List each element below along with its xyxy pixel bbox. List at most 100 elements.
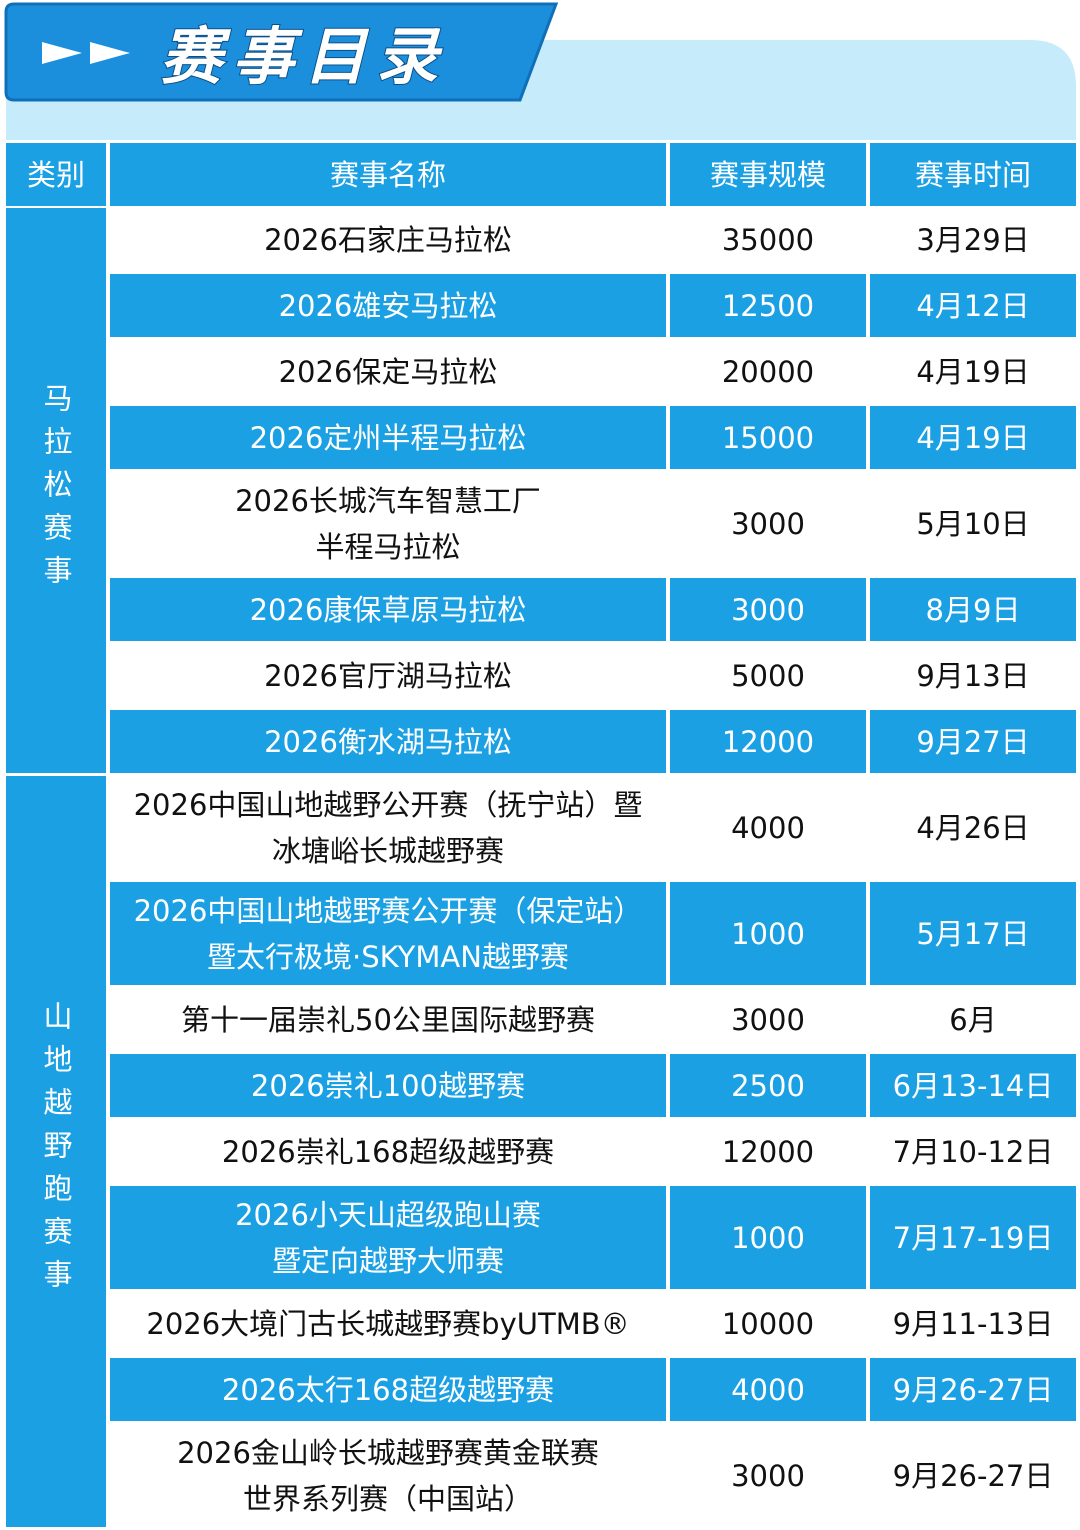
name-cell: 2026保定马拉松 (110, 340, 666, 403)
event-date: 5月10日 (916, 506, 1030, 541)
event-name: 2026大境门古长城越野赛byUTMB® (146, 1306, 630, 1341)
title: 赛事目录 (160, 20, 448, 93)
date-cell: 4月12日 (870, 274, 1076, 337)
event-name: 2026金山岭长城越野赛黄金联赛 (177, 1435, 599, 1470)
name-cell: 2026金山岭长城越野赛黄金联赛 世界系列赛（中国站） (110, 1424, 666, 1527)
name-cell: 2026小天山超级跑山赛 暨定向越野大师赛 (110, 1186, 666, 1289)
date-cell: 4月19日 (870, 406, 1076, 469)
column-header: 赛事时间 (914, 157, 1031, 192)
event-date: 4月26日 (916, 810, 1030, 845)
scale-cell: 20000 (670, 340, 866, 403)
date-cell: 9月11-13日 (870, 1292, 1076, 1355)
event-scale: 15000 (721, 420, 815, 455)
date-cell: 9月26-27日 (870, 1358, 1076, 1421)
event-date: 3月29日 (916, 222, 1030, 257)
header-cell: 赛事时间 (870, 143, 1076, 206)
event-name: 2026小天山超级跑山赛 (235, 1197, 541, 1232)
name-cell: 2026崇礼100越野赛 (110, 1054, 666, 1117)
event-name: 2026崇礼168超级越野赛 (221, 1134, 555, 1169)
date-cell: 5月17日 (870, 882, 1076, 985)
date-cell: 9月13日 (870, 644, 1076, 707)
event-date: 7月10-12日 (892, 1134, 1054, 1169)
event-name: 2026雄安马拉松 (278, 288, 498, 323)
date-cell: 5月10日 (870, 472, 1076, 575)
event-scale: 10000 (721, 1306, 815, 1341)
event-name: 冰塘峪长城越野赛 (271, 833, 504, 868)
scale-cell: 4000 (670, 1358, 866, 1421)
event-date: 4月19日 (916, 420, 1030, 455)
event-scale: 5000 (731, 658, 805, 693)
event-name: 2026衡水湖马拉松 (264, 724, 512, 759)
header-cell: 赛事名称 (110, 143, 666, 206)
banner: 赛事目录 (4, 2, 1076, 140)
scale-cell: 12000 (670, 710, 866, 773)
scale-cell: 5000 (670, 644, 866, 707)
name-cell: 2026雄安马拉松 (110, 274, 666, 337)
event-date: 4月12日 (916, 288, 1030, 323)
event-scale: 1000 (731, 916, 805, 951)
event-scale: 35000 (721, 222, 815, 257)
category: 山地越野跑赛事 (39, 1001, 73, 1302)
event-scale: 12500 (721, 288, 815, 323)
date-cell: 6月13-14日 (870, 1054, 1076, 1117)
date-cell: 9月26-27日 (870, 1424, 1076, 1527)
event-scale: 1000 (731, 1220, 805, 1255)
name-cell: 2026崇礼168超级越野赛 (110, 1120, 666, 1183)
name-cell: 第十一届崇礼50公里国际越野赛 (110, 988, 666, 1051)
event-name: 半程马拉松 (315, 529, 461, 564)
date-cell: 7月10-12日 (870, 1120, 1076, 1183)
date-cell: 6月 (870, 988, 1076, 1051)
scale-cell: 3000 (670, 1424, 866, 1527)
name-cell: 2026太行168超级越野赛 (110, 1358, 666, 1421)
arrow (90, 42, 130, 64)
name-cell: 2026衡水湖马拉松 (110, 710, 666, 773)
event-name: 2026石家庄马拉松 (264, 222, 512, 257)
event-name: 2026官厅湖马拉松 (264, 658, 512, 693)
event-date: 8月9日 (925, 592, 1021, 627)
scale-cell: 1000 (670, 1186, 866, 1289)
event-date: 9月26-27日 (892, 1458, 1054, 1493)
event-name: 暨太行极境·SKYMAN越野赛 (207, 939, 569, 974)
event-scale: 4000 (731, 810, 805, 845)
event-date: 9月13日 (916, 658, 1030, 693)
event-name: 2026中国山地越野赛公开赛（保定站） (133, 893, 643, 928)
event-scale: 3000 (731, 1458, 805, 1493)
event-name: 第十一届崇礼50公里国际越野赛 (181, 1002, 595, 1037)
name-cell: 2026中国山地越野赛公开赛（保定站） 暨太行极境·SKYMAN越野赛 (110, 882, 666, 985)
date-cell: 4月26日 (870, 776, 1076, 879)
category-cell: 马拉松赛事 (6, 208, 106, 773)
event-name: 2026崇礼100越野赛 (250, 1068, 526, 1103)
event-date: 5月17日 (916, 916, 1030, 951)
event-date: 7月17-19日 (892, 1220, 1054, 1255)
header-cell: 类别 (6, 143, 106, 206)
title-tab (4, 2, 559, 102)
scale-cell: 10000 (670, 1292, 866, 1355)
date-cell: 4月19日 (870, 340, 1076, 403)
date-cell: 8月9日 (870, 578, 1076, 641)
event-name: 2026长城汽车智慧工厂 (235, 483, 541, 518)
name-cell: 2026长城汽车智慧工厂 半程马拉松 (110, 472, 666, 575)
date-cell: 7月17-19日 (870, 1186, 1076, 1289)
column-header: 赛事名称 (329, 157, 446, 192)
event-name: 2026中国山地越野公开赛（抚宁站）暨 (133, 787, 643, 822)
event-date: 9月11-13日 (892, 1306, 1054, 1341)
name-cell: 2026中国山地越野公开赛（抚宁站）暨 冰塘峪长城越野赛 (110, 776, 666, 879)
name-cell: 2026石家庄马拉松 (110, 208, 666, 271)
event-name: 世界系列赛（中国站） (242, 1481, 533, 1516)
name-cell: 2026康保草原马拉松 (110, 578, 666, 641)
scale-cell: 3000 (670, 472, 866, 575)
event-scale: 3000 (731, 592, 805, 627)
event-scale: 4000 (731, 1372, 805, 1407)
event-date: 9月26-27日 (892, 1372, 1054, 1407)
event-scale: 12000 (721, 1134, 815, 1169)
scale-cell: 1000 (670, 882, 866, 985)
event-date: 9月27日 (916, 724, 1030, 759)
name-cell: 2026官厅湖马拉松 (110, 644, 666, 707)
event-date: 6月13-14日 (892, 1068, 1054, 1103)
column-header: 赛事规模 (709, 157, 826, 192)
scale-cell: 12500 (670, 274, 866, 337)
event-scale: 3000 (731, 1002, 805, 1037)
scale-cell: 3000 (670, 578, 866, 641)
event-name: 2026太行168超级越野赛 (221, 1372, 555, 1407)
scale-cell: 35000 (670, 208, 866, 271)
